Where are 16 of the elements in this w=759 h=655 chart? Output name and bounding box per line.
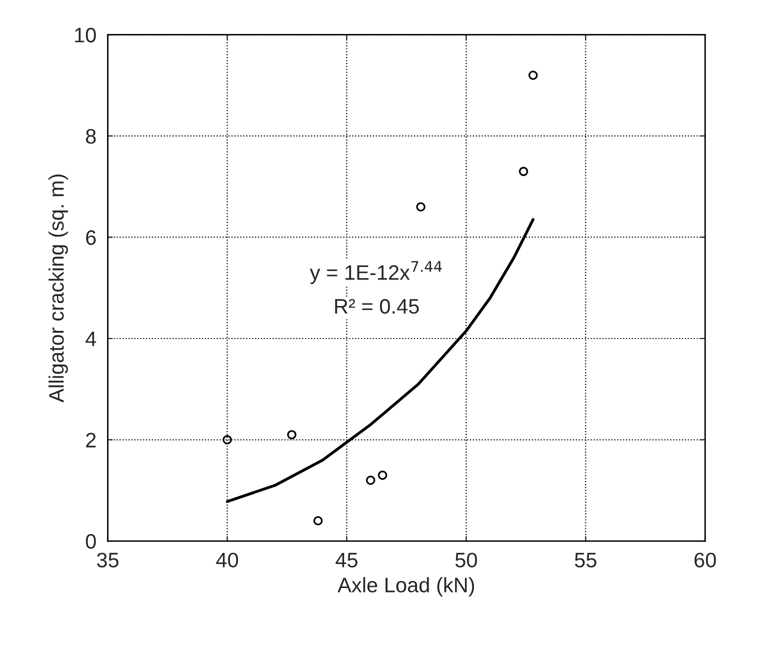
y-tick-label: 10 — [75, 28, 96, 42]
annotation: R² = 0.45 — [335, 298, 419, 314]
y-tick-label: 8 — [86, 128, 96, 144]
x-axis-title: Axle Load (kN) — [338, 577, 474, 597]
y-tick-label: 4 — [86, 332, 96, 346]
x-tick-label: 35 — [96, 552, 118, 568]
y-tick-label: 2 — [86, 432, 96, 448]
y-tick-label: 6 — [86, 230, 96, 245]
x-tick-label: 55 — [574, 552, 596, 568]
x-tick-label: 50 — [455, 552, 477, 568]
x-tick-label: 60 — [694, 552, 716, 568]
annotation: y = 1E-12x$^{7.44}$ — [310, 261, 442, 284]
y-axis-title: Alligator cracking (sq. m) — [48, 174, 68, 402]
x-tick-label: 45 — [336, 552, 358, 568]
y-tick-label: 0 — [86, 534, 96, 549]
x-tick-label: 40 — [216, 552, 238, 568]
